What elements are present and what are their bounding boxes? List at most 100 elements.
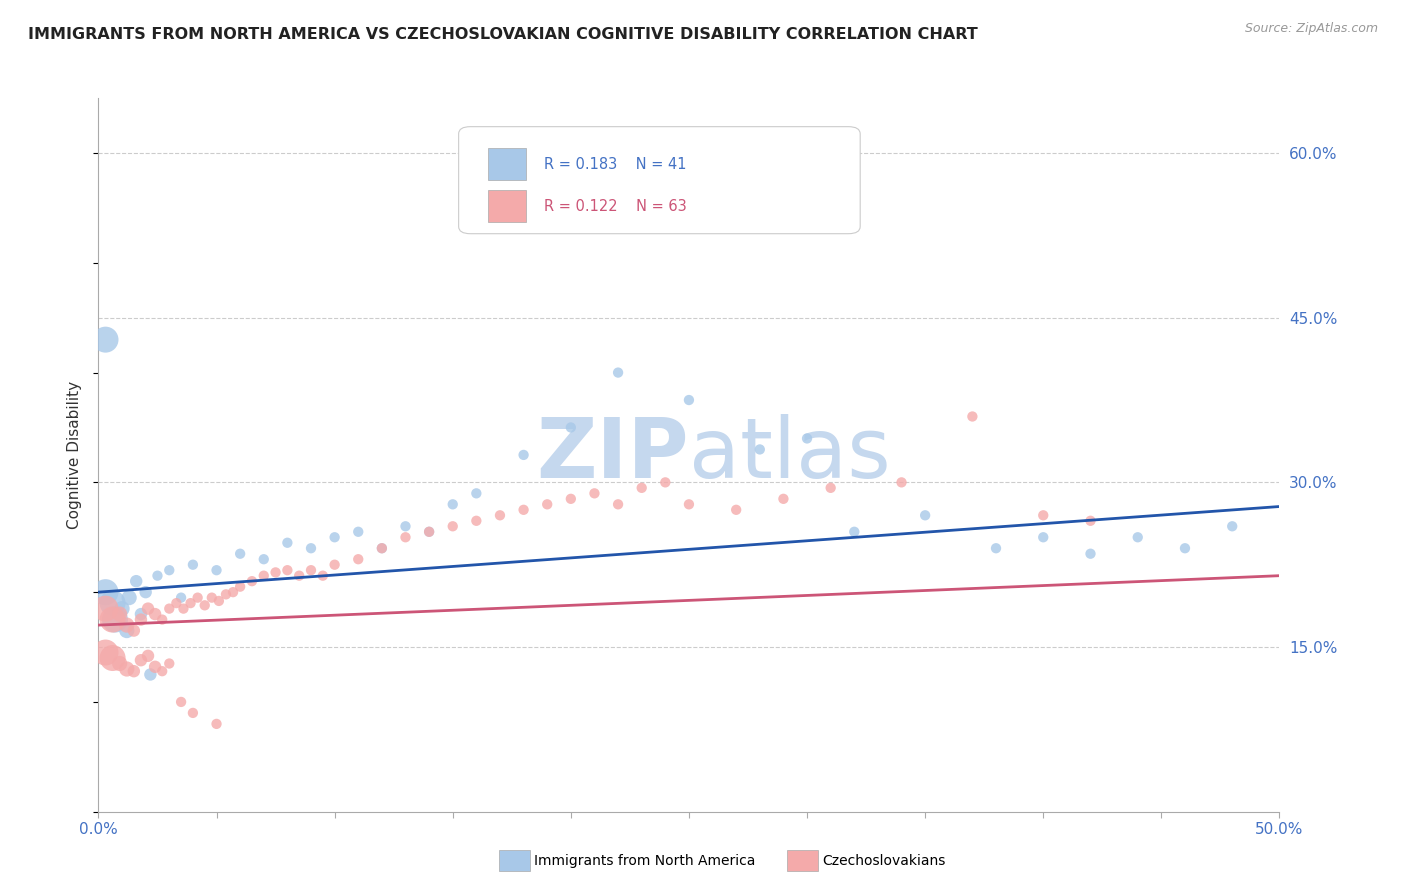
Text: R = 0.122    N = 63: R = 0.122 N = 63 [544,199,686,214]
Point [143,607,166,621]
Point [371,541,394,556]
Point [512,503,534,517]
Point [560,420,582,434]
Point [962,409,984,424]
Point [150,613,173,627]
Point [607,366,630,380]
Point [146,568,169,582]
Point [418,524,440,539]
Point [208,594,231,608]
Point [240,574,263,589]
Point [984,541,1007,556]
Point [129,653,152,667]
Point [725,503,748,517]
Text: Source: ZipAtlas.com: Source: ZipAtlas.com [1244,22,1378,36]
Point [129,607,152,621]
Text: ZIP: ZIP [537,415,689,495]
Point [654,475,676,490]
Point [276,535,298,549]
Point [323,558,346,572]
Text: Immigrants from North America: Immigrants from North America [534,854,755,868]
Point [101,613,124,627]
Point [890,475,912,490]
Point [312,568,335,582]
Point [170,591,193,605]
Point [129,613,152,627]
Point [104,613,127,627]
Point [512,448,534,462]
Point [115,624,138,638]
Point [418,524,440,539]
Point [108,607,131,621]
Point [139,667,162,681]
Point [489,508,512,523]
Point [299,563,322,577]
Point [222,585,245,599]
Point [165,596,187,610]
Point [678,497,700,511]
Point [181,558,204,572]
Point [194,599,217,613]
Point [122,624,145,638]
Point [394,519,416,533]
Point [630,481,652,495]
Point [748,442,770,457]
Point [371,541,394,556]
Point [157,657,180,671]
Point [136,601,159,615]
Point [1126,530,1149,544]
Point [101,651,124,665]
Point [111,601,134,615]
Point [914,508,936,523]
Point [136,648,159,663]
Point [465,486,488,500]
Point [796,432,818,446]
Point [607,497,630,511]
FancyBboxPatch shape [458,127,860,234]
Point [820,481,842,495]
Point [1032,508,1054,523]
Point [441,497,464,511]
Point [264,566,287,580]
Point [347,524,370,539]
Point [157,601,180,615]
Point [394,530,416,544]
Point [441,519,464,533]
Point [180,596,202,610]
Point [115,662,138,676]
Point [94,601,117,615]
Text: Czechoslovakians: Czechoslovakians [823,854,946,868]
Point [170,695,193,709]
Point [143,660,166,674]
Point [187,591,209,605]
Point [172,601,194,615]
Point [157,563,180,577]
Point [844,524,866,539]
Point [1080,547,1102,561]
Point [323,530,346,544]
Point [536,497,558,511]
Point [101,596,124,610]
Point [150,664,173,678]
Point [772,491,794,506]
Point [253,552,276,566]
Point [560,491,582,506]
FancyBboxPatch shape [488,148,526,180]
Y-axis label: Cognitive Disability: Cognitive Disability [67,381,83,529]
Text: IMMIGRANTS FROM NORTH AMERICA VS CZECHOSLOVAKIAN COGNITIVE DISABILITY CORRELATIO: IMMIGRANTS FROM NORTH AMERICA VS CZECHOS… [28,27,977,42]
Text: atlas: atlas [689,415,890,495]
Point [229,547,252,561]
Point [215,587,238,601]
Point [1220,519,1243,533]
Point [205,717,228,731]
Point [118,591,141,605]
Point [135,585,157,599]
Point [201,591,224,605]
Point [1174,541,1197,556]
Point [465,514,488,528]
Point [678,392,700,407]
Point [108,657,131,671]
Point [583,486,606,500]
Point [181,706,204,720]
Point [205,563,228,577]
